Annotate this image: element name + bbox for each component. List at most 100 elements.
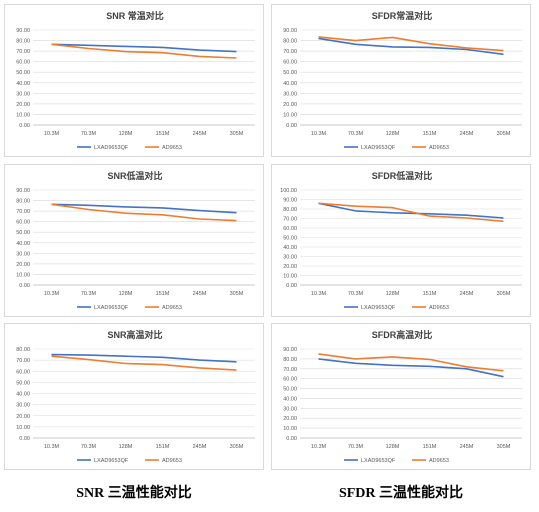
- y-tick-label: 0.00: [286, 123, 297, 129]
- y-tick-label: 0.00: [286, 436, 297, 442]
- x-tick-label: 128M: [119, 444, 133, 450]
- y-tick-label: 90.00: [283, 28, 297, 34]
- y-tick-label: 10.00: [283, 426, 297, 432]
- x-tick-label: 70.3M: [348, 444, 364, 450]
- legend-label: LXAD9653QF: [361, 305, 396, 311]
- y-tick-label: 70.00: [283, 217, 297, 223]
- y-tick-label: 10.00: [16, 112, 30, 118]
- legend-label: AD9653: [429, 145, 449, 151]
- x-tick-label: 10.3M: [44, 291, 60, 297]
- series-line-2: [51, 203, 237, 222]
- x-tick-label: 128M: [386, 131, 400, 137]
- legend-label: LXAD9653QF: [94, 458, 129, 464]
- y-tick-label: 80.00: [283, 207, 297, 213]
- x-tick-label: 151M: [423, 131, 437, 137]
- series-line-1: [51, 43, 237, 53]
- x-tick-label: 10.3M: [311, 131, 327, 137]
- y-tick-label: 60.00: [283, 226, 297, 232]
- y-tick-label: 0.00: [286, 283, 297, 289]
- legend-label: AD9653: [162, 145, 182, 151]
- y-tick-label: 40.00: [283, 396, 297, 402]
- y-tick-label: 10.00: [283, 112, 297, 118]
- y-tick-label: 40.00: [283, 81, 297, 87]
- chart-title: SFDR常温对比: [372, 10, 433, 21]
- x-tick-label: 70.3M: [348, 291, 364, 297]
- y-tick-label: 10.00: [283, 274, 297, 280]
- x-tick-label: 70.3M: [81, 444, 97, 450]
- chart-svg: SNR低温对比 0.00 10.00 20.00 30.00 40.00 50.00 60.0…: [16, 170, 255, 311]
- series-line-1: [318, 202, 504, 219]
- y-tick-label: 20.00: [283, 102, 297, 108]
- y-tick-label: 30.00: [283, 255, 297, 261]
- x-tick-label: 151M: [156, 131, 170, 137]
- y-tick-label: 50.00: [16, 380, 30, 386]
- chart-panel-sfdr-high: SFDR高温对比 0.00 10.00 20.00 30.00 40.00 50.00 60.…: [271, 323, 531, 470]
- x-tick-label: 70.3M: [81, 291, 97, 297]
- chart-svg: SFDR高温对比 0.00 10.00 20.00 30.00 40.00 50.00 60.…: [283, 329, 522, 464]
- y-tick-label: 20.00: [16, 102, 30, 108]
- y-tick-label: 60.00: [283, 60, 297, 66]
- y-tick-label: 60.00: [283, 377, 297, 383]
- y-tick-label: 30.00: [283, 406, 297, 412]
- chart-panel-snr-room: SNR 常温对比 0.00 10.00 20.00 30.00 40.00 50.00 60.…: [4, 4, 264, 157]
- x-tick-label: 245M: [193, 444, 207, 450]
- y-tick-label: 100.00: [280, 188, 297, 194]
- y-tick-label: 80.00: [16, 347, 30, 353]
- y-tick-label: 50.00: [283, 387, 297, 393]
- legend-label: LXAD9653QF: [94, 305, 129, 311]
- x-tick-label: 128M: [119, 291, 133, 297]
- x-tick-label: 245M: [460, 444, 474, 450]
- y-tick-label: 30.00: [16, 91, 30, 97]
- x-tick-label: 128M: [386, 444, 400, 450]
- chart-title: SNR低温对比: [107, 170, 162, 181]
- y-tick-label: 60.00: [16, 60, 30, 66]
- x-tick-label: 10.3M: [44, 131, 60, 137]
- x-tick-label: 10.3M: [311, 444, 327, 450]
- x-tick-label: 305M: [497, 131, 511, 137]
- y-tick-label: 60.00: [16, 220, 30, 226]
- chart-svg: SFDR低温对比 0.00 10.00 20.00 30.00 40.00 50.00 60.…: [280, 170, 522, 311]
- x-tick-label: 305M: [230, 131, 244, 137]
- x-tick-label: 305M: [230, 291, 244, 297]
- y-tick-label: 80.00: [283, 357, 297, 363]
- y-tick-label: 80.00: [283, 39, 297, 45]
- chart-panel-snr-low: SNR低温对比 0.00 10.00 20.00 30.00 40.00 50.00 60.0…: [4, 164, 264, 317]
- x-tick-label: 128M: [119, 131, 133, 137]
- chart-title: SFDR低温对比: [372, 170, 433, 181]
- y-tick-label: 50.00: [16, 70, 30, 76]
- legend-label: LXAD9653QF: [361, 458, 396, 464]
- chart-title: SFDR高温对比: [372, 329, 433, 340]
- chart-title: SNR高温对比: [107, 329, 162, 340]
- series-line-1: [318, 37, 504, 56]
- y-tick-label: 40.00: [16, 392, 30, 398]
- series-line-2: [318, 353, 504, 372]
- x-tick-label: 245M: [460, 291, 474, 297]
- y-tick-label: 10.00: [16, 425, 30, 431]
- y-tick-label: 80.00: [16, 199, 30, 205]
- legend-label: AD9653: [162, 458, 182, 464]
- legend-label: LXAD9653QF: [361, 145, 396, 151]
- y-tick-label: 70.00: [283, 49, 297, 55]
- y-tick-label: 50.00: [283, 236, 297, 242]
- y-tick-label: 50.00: [16, 230, 30, 236]
- y-tick-label: 90.00: [283, 198, 297, 204]
- y-tick-label: 20.00: [16, 262, 30, 268]
- x-tick-label: 151M: [156, 444, 170, 450]
- y-tick-label: 0.00: [19, 436, 30, 442]
- y-tick-label: 0.00: [19, 123, 30, 129]
- chart-panel-sfdr-room: SFDR常温对比 0.00 10.00 20.00 30.00 40.00 50.00 60.…: [271, 4, 531, 157]
- chart-svg: SNR高温对比 0.00 10.00 20.00 30.00 40.00 50.00 60.0…: [16, 329, 255, 464]
- x-tick-label: 305M: [230, 444, 244, 450]
- legend-label: AD9653: [429, 458, 449, 464]
- y-tick-label: 60.00: [16, 369, 30, 375]
- x-tick-label: 10.3M: [44, 444, 60, 450]
- legend-label: LXAD9653QF: [94, 145, 129, 151]
- y-tick-label: 90.00: [16, 28, 30, 34]
- y-tick-label: 30.00: [16, 251, 30, 257]
- series-line-1: [318, 358, 504, 378]
- y-tick-label: 40.00: [16, 81, 30, 87]
- y-tick-label: 70.00: [16, 209, 30, 215]
- y-tick-label: 50.00: [283, 70, 297, 76]
- y-tick-label: 0.00: [19, 283, 30, 289]
- legend-label: AD9653: [162, 305, 182, 311]
